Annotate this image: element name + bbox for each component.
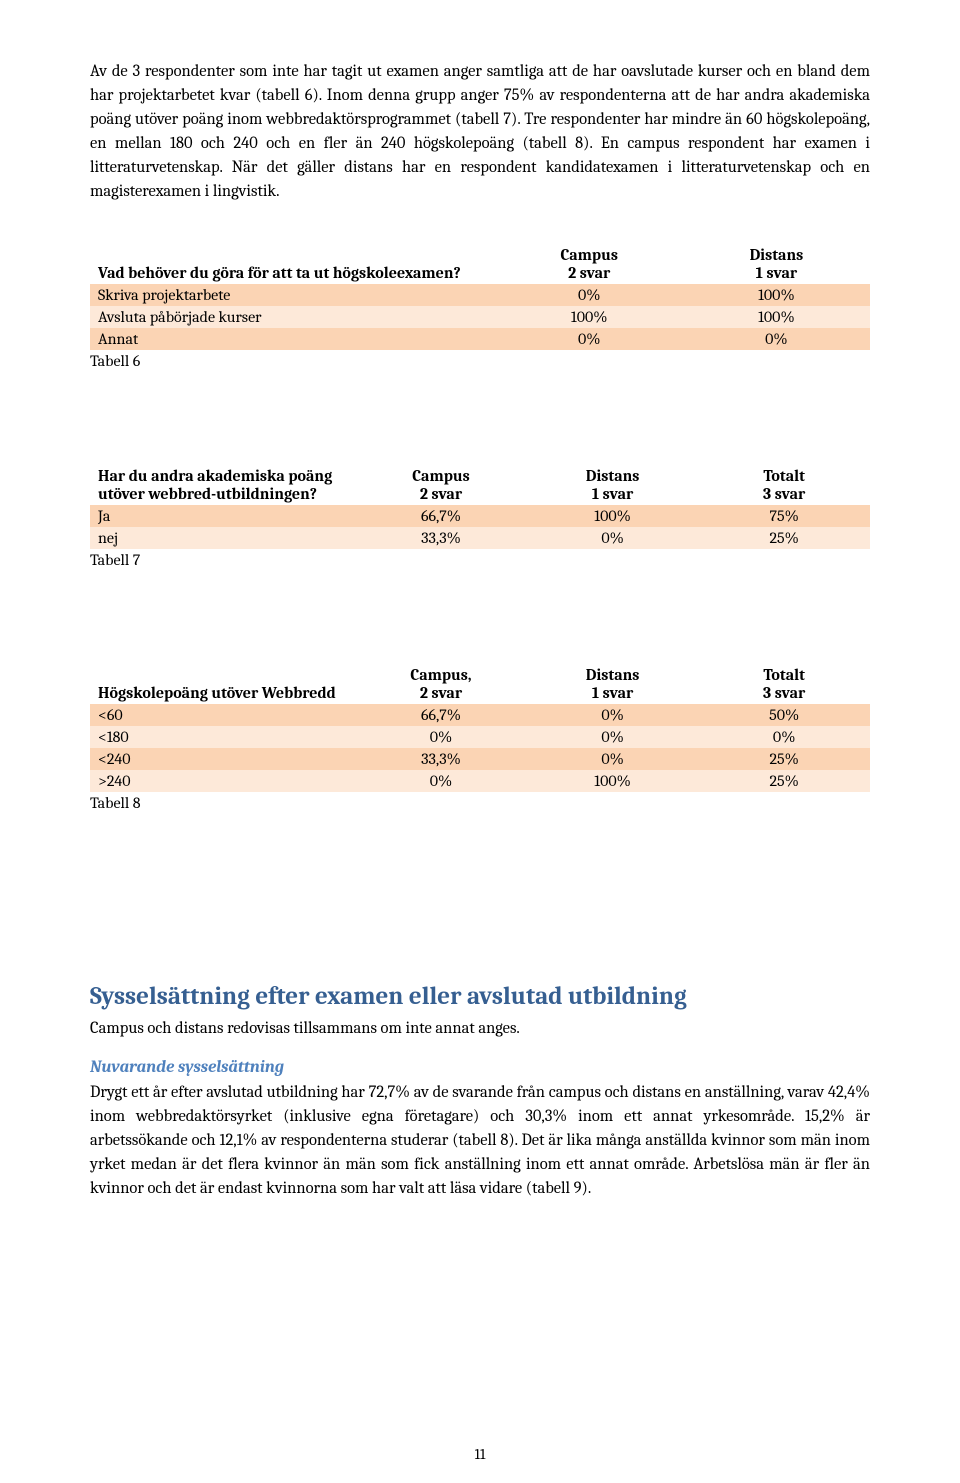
table8-col1: Campus,2 svar (355, 664, 527, 704)
table-cell: 75% (698, 505, 870, 527)
table-cell: 25% (698, 748, 870, 770)
table-row-label: <180 (90, 726, 355, 748)
table7-col2: Distans1 svar (527, 465, 699, 505)
table-cell: 100% (496, 306, 683, 328)
table-row-label: >240 (90, 770, 355, 792)
table-cell: 33,3% (355, 527, 527, 549)
table-8: Högskolepoäng utöver Webbredd Campus,2 s… (90, 664, 870, 792)
section-heading: Sysselsättning efter examen eller avslut… (90, 982, 870, 1011)
table-cell: 0% (355, 726, 527, 748)
table-cell: 100% (527, 770, 699, 792)
page-number: 11 (0, 1445, 960, 1463)
table7-caption: Tabell 7 (90, 551, 870, 569)
table-cell: 0% (496, 328, 683, 350)
table6-caption: Tabell 6 (90, 352, 870, 370)
table-cell: 0% (683, 328, 870, 350)
table-7: Har du andra akademiska poäng utöver web… (90, 465, 870, 549)
table-cell: 100% (527, 505, 699, 527)
table-row-label: Ja (90, 505, 355, 527)
subsection-paragraph: Drygt ett år efter avslutad utbildning h… (90, 1081, 870, 1201)
table-row-label: <240 (90, 748, 355, 770)
section-intro: Campus och distans redovisas tillsammans… (90, 1017, 870, 1041)
table-cell: 0% (527, 726, 699, 748)
table7-question: Har du andra akademiska poäng utöver web… (90, 465, 355, 505)
table6-col2: Distans1 svar (683, 244, 870, 284)
table-row-label: Skriva projektarbete (90, 284, 496, 306)
table-cell: 100% (683, 284, 870, 306)
table-cell: 66,7% (355, 505, 527, 527)
table-cell: 66,7% (355, 704, 527, 726)
document-page: Av de 3 respondenter som inte har tagit … (0, 0, 960, 1483)
table-cell: 0% (527, 704, 699, 726)
table-cell: 33,3% (355, 748, 527, 770)
table7-col3: Totalt3 svar (698, 465, 870, 505)
table-cell: 25% (698, 770, 870, 792)
table-row-label: nej (90, 527, 355, 549)
table-cell: 0% (698, 726, 870, 748)
table6-col1: Campus2 svar (496, 244, 683, 284)
table-cell: 0% (527, 527, 699, 549)
table6-question: Vad behöver du göra för att ta ut högsko… (90, 244, 496, 284)
intro-paragraph: Av de 3 respondenter som inte har tagit … (90, 60, 870, 204)
table-6: Vad behöver du göra för att ta ut högsko… (90, 244, 870, 350)
table-cell: 100% (683, 306, 870, 328)
table-cell: 0% (496, 284, 683, 306)
table-cell: 50% (698, 704, 870, 726)
table-row-label: Annat (90, 328, 496, 350)
table8-col2: Distans1 svar (527, 664, 699, 704)
table8-caption: Tabell 8 (90, 794, 870, 812)
table7-col1: Campus2 svar (355, 465, 527, 505)
table-cell: 25% (698, 527, 870, 549)
table-row-label: Avsluta påbörjade kurser (90, 306, 496, 328)
subsection-heading: Nuvarande sysselsättning (90, 1058, 870, 1077)
table-cell: 0% (355, 770, 527, 792)
table-cell: 0% (527, 748, 699, 770)
table-row-label: <60 (90, 704, 355, 726)
table8-col3: Totalt3 svar (698, 664, 870, 704)
table8-question: Högskolepoäng utöver Webbredd (90, 664, 355, 704)
